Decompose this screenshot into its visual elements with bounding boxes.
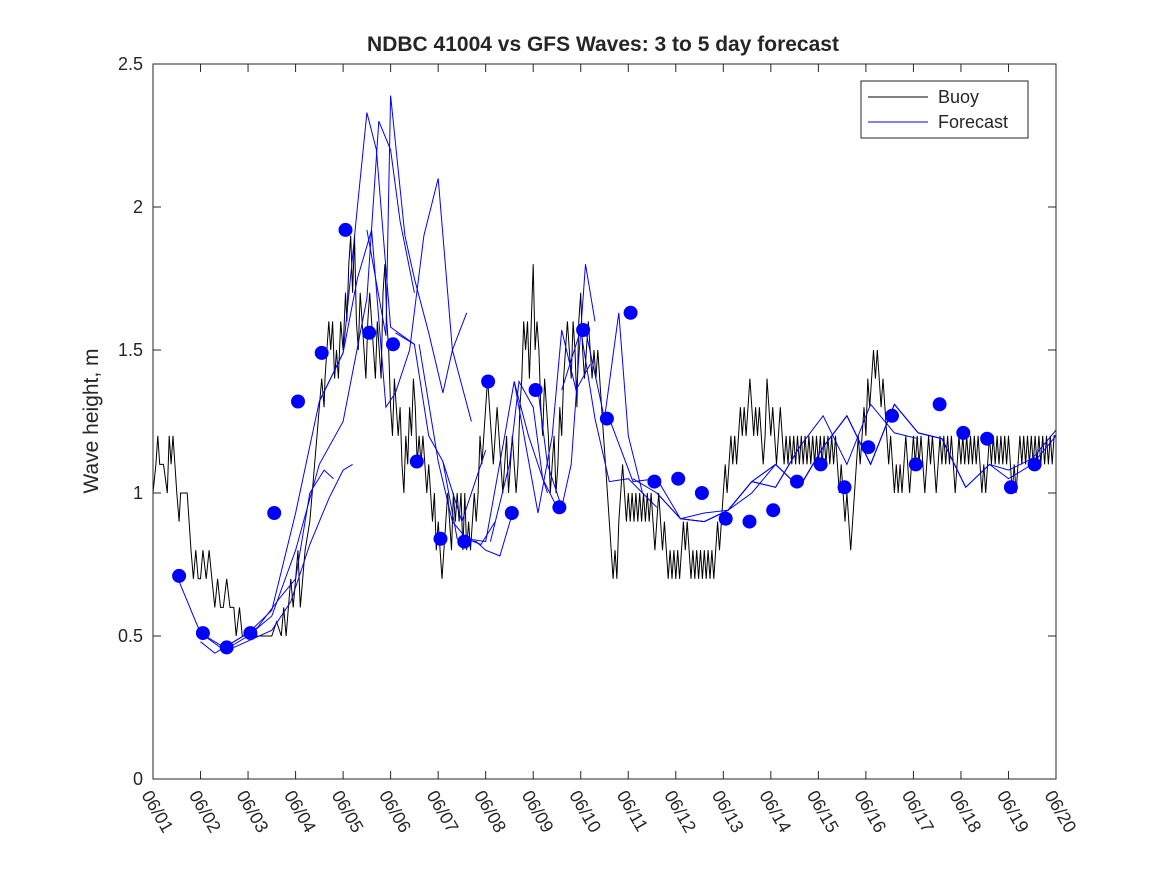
forecast-point — [528, 383, 543, 397]
forecast-line — [561, 329, 643, 494]
forecast-point — [861, 440, 876, 455]
forecast-point — [837, 480, 852, 495]
x-tick-label: 06/08 — [470, 787, 510, 836]
x-tick-label: 06/19 — [993, 787, 1033, 836]
forecast-line — [366, 95, 468, 394]
forecast-point — [1027, 457, 1042, 472]
x-tick-label: 06/04 — [280, 787, 320, 836]
x-tick-label: 06/02 — [185, 787, 225, 836]
forecast-line — [318, 178, 472, 422]
forecast-line — [176, 112, 415, 648]
forecast-point — [980, 431, 995, 446]
x-tick-label: 06/06 — [375, 787, 415, 836]
series-buoy — [153, 235, 1056, 637]
forecast-line — [608, 418, 776, 523]
forecast-point — [409, 454, 424, 469]
forecast-line — [233, 463, 353, 648]
forecast-point — [362, 325, 377, 340]
forecast-line — [585, 312, 658, 508]
forecast-point — [694, 486, 709, 500]
forecast-line — [200, 469, 334, 654]
forecast-point — [314, 345, 329, 360]
forecast-point — [219, 640, 234, 655]
x-tick-label: 06/16 — [850, 787, 890, 836]
forecast-point — [386, 337, 400, 352]
y-tick-label: 2.5 — [118, 54, 143, 74]
forecast-point — [623, 305, 638, 320]
forecast-line — [200, 121, 415, 651]
x-tick-label: 06/09 — [518, 787, 558, 836]
forecast-point — [457, 534, 472, 549]
x-tick-label: 06/11 — [613, 787, 652, 835]
x-tick-label: 06/07 — [423, 787, 463, 836]
x-tick-label: 06/03 — [233, 787, 273, 836]
forecast-point — [766, 503, 781, 518]
forecast-point — [885, 408, 899, 423]
series-forecast — [176, 95, 1056, 654]
forecast-point — [908, 457, 923, 472]
forecast-point — [172, 568, 187, 583]
y-tick-label: 2 — [133, 197, 143, 217]
x-tick-label: 06/20 — [1041, 787, 1081, 836]
x-tick-label: 06/17 — [898, 787, 938, 836]
x-tick-label: 06/13 — [708, 787, 748, 836]
forecast-point — [647, 474, 662, 489]
x-tick-label: 06/18 — [945, 787, 985, 836]
forecast-point — [552, 500, 567, 515]
forecast-point — [956, 425, 971, 440]
y-axis: 0 0.5 1 1.5 2 2.5 — [118, 54, 1056, 789]
forecast-point — [433, 531, 448, 546]
y-tick-label: 0.5 — [118, 626, 143, 646]
x-tick-label: 06/14 — [755, 787, 795, 836]
forecast-point — [718, 511, 733, 526]
forecast-markers — [172, 222, 1042, 655]
forecast-point — [671, 471, 686, 486]
forecast-point — [481, 374, 496, 389]
buoy-line — [153, 235, 1056, 637]
forecast-point — [790, 474, 804, 489]
chart-title: NDBC 41004 vs GFS Waves: 3 to 5 day fore… — [367, 33, 839, 56]
y-tick-label: 1.5 — [118, 340, 143, 360]
legend-buoy-label: Buoy — [938, 87, 979, 107]
forecast-line — [489, 379, 558, 542]
legend: Buoy Forecast — [860, 80, 1029, 139]
forecast-point — [338, 222, 353, 237]
forecast-line — [513, 329, 591, 514]
x-tick-label: 06/05 — [328, 787, 368, 836]
x-tick-label: 06/10 — [565, 787, 605, 836]
forecast-line — [537, 264, 596, 510]
x-tick-label: 06/15 — [803, 787, 843, 836]
forecast-point — [932, 397, 947, 412]
y-axis-label: Wave height, m — [80, 348, 103, 493]
legend-box — [860, 80, 1029, 139]
y-tick-label: 0 — [133, 769, 143, 789]
legend-forecast-label: Forecast — [938, 112, 1008, 132]
forecast-line — [418, 344, 496, 546]
forecast-point — [504, 506, 519, 520]
forecast-point — [576, 323, 591, 337]
forecast-point — [742, 514, 757, 529]
forecast-point — [599, 411, 614, 426]
y-tick-label: 1 — [133, 483, 143, 503]
forecast-point — [291, 394, 305, 409]
plot-frame — [152, 63, 1057, 780]
forecast-line — [870, 403, 1056, 489]
forecast-point — [195, 626, 210, 641]
forecast-point — [1003, 480, 1018, 495]
forecast-line — [442, 461, 515, 557]
forecast-point — [267, 506, 282, 520]
x-tick-label: 06/12 — [660, 787, 700, 836]
x-tick-label: 06/01 — [138, 787, 178, 836]
forecast-point — [243, 626, 258, 641]
forecast-point — [813, 457, 828, 472]
